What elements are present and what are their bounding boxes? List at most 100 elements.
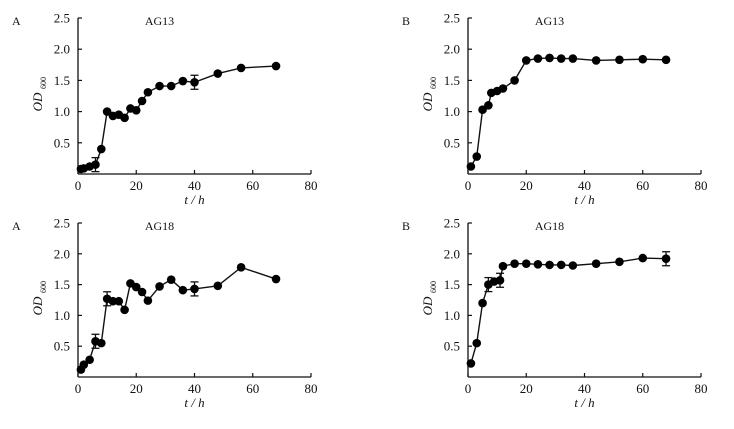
data-point bbox=[120, 113, 129, 123]
y-tick-label: 1.0 bbox=[54, 104, 70, 119]
y-tick-label: 1.5 bbox=[444, 277, 460, 292]
data-point bbox=[143, 87, 153, 97]
x-tick-label: 40 bbox=[578, 178, 591, 193]
x-tick-label: 20 bbox=[130, 381, 143, 396]
chart-title: AG13 bbox=[145, 14, 174, 28]
x-tick-label: 60 bbox=[636, 381, 649, 396]
x-tick-label: 80 bbox=[695, 178, 708, 193]
panel-label: A bbox=[12, 219, 21, 233]
data-point bbox=[521, 56, 531, 65]
data-point bbox=[236, 63, 246, 73]
data-point bbox=[120, 305, 129, 315]
series-line bbox=[80, 266, 277, 370]
x-tick-label: 0 bbox=[465, 381, 472, 396]
data-point bbox=[137, 96, 147, 106]
data-point bbox=[97, 144, 106, 154]
y-tick-label: 2.0 bbox=[444, 42, 460, 57]
data-point bbox=[510, 259, 519, 268]
y-tick-label: 2.5 bbox=[54, 11, 70, 26]
x-tick-label: 0 bbox=[75, 381, 82, 396]
data-point bbox=[615, 257, 624, 267]
data-point bbox=[91, 160, 100, 169]
data-point bbox=[213, 69, 223, 78]
data-point bbox=[190, 77, 199, 87]
x-tick-label: 40 bbox=[188, 178, 201, 193]
data-point bbox=[521, 259, 531, 268]
y-axis-label: OD 600 bbox=[420, 281, 438, 315]
data-point bbox=[478, 298, 487, 308]
y-tick-label: 1.0 bbox=[54, 308, 70, 323]
y-tick-label: 2.0 bbox=[54, 42, 70, 57]
data-point bbox=[556, 260, 566, 270]
y-axis-label-main: OD bbox=[420, 296, 435, 315]
data-point bbox=[615, 55, 624, 65]
y-tick-label: 0.5 bbox=[444, 339, 460, 354]
data-point bbox=[484, 101, 493, 110]
data-point bbox=[591, 56, 601, 65]
panel-1: 0.5 1.0 1.5 2.0 2.5 0 20 40 60 80 A AG13 t / h OD 600 bbox=[12, 11, 318, 208]
y-axis-label-main: OD bbox=[30, 92, 45, 111]
x-tick-label: 20 bbox=[520, 178, 533, 193]
data-point bbox=[178, 76, 188, 86]
data-point bbox=[155, 282, 164, 291]
data-point bbox=[472, 338, 482, 348]
y-tick-label: 1.0 bbox=[444, 308, 460, 323]
y-tick-label: 2.5 bbox=[54, 216, 70, 231]
x-tick-label: 40 bbox=[188, 381, 201, 396]
data-point bbox=[510, 76, 519, 85]
data-point bbox=[166, 81, 176, 91]
y-tick-label: 0.5 bbox=[444, 135, 460, 150]
y-axis-label: OD 600 bbox=[30, 77, 48, 111]
data-point bbox=[472, 152, 482, 161]
data-point bbox=[498, 261, 508, 271]
y-tick-label: 0.5 bbox=[54, 135, 70, 150]
data-point bbox=[97, 338, 106, 348]
data-point bbox=[495, 275, 505, 285]
y-tick-label: 2.0 bbox=[444, 246, 460, 261]
chart-title: AG18 bbox=[145, 219, 174, 233]
data-point bbox=[143, 296, 153, 305]
chart-title: AG18 bbox=[535, 219, 564, 233]
y-axis-label-subscript: 600 bbox=[39, 77, 48, 89]
data-point bbox=[556, 54, 566, 63]
y-tick-label: 1.5 bbox=[54, 73, 70, 88]
y-axis-label-subscript: 600 bbox=[39, 281, 48, 293]
data-point bbox=[545, 260, 554, 270]
panel-2: 0.5 1.0 1.5 2.0 2.5 0 20 40 60 80 B AG13 t / h OD 600 bbox=[402, 11, 708, 208]
panel-label: B bbox=[402, 219, 410, 233]
y-axis-label-subscript: 600 bbox=[429, 281, 438, 293]
data-point bbox=[638, 54, 648, 64]
x-tick-label: 40 bbox=[578, 381, 591, 396]
data-point bbox=[545, 53, 554, 63]
y-tick-label: 1.5 bbox=[54, 277, 70, 292]
data-point bbox=[137, 287, 147, 297]
data-point bbox=[661, 254, 671, 264]
data-point bbox=[466, 162, 476, 171]
x-axis-label: t / h bbox=[184, 192, 204, 207]
data-point bbox=[533, 259, 543, 269]
x-tick-label: 60 bbox=[636, 178, 649, 193]
panel-3: 0.5 1.0 1.5 2.0 2.5 0 20 40 60 80 A AG18 t / h OD 600 bbox=[12, 216, 318, 411]
data-point bbox=[178, 285, 188, 295]
data-point bbox=[236, 263, 246, 272]
data-point bbox=[85, 355, 94, 365]
y-tick-label: 2.0 bbox=[54, 246, 70, 261]
x-tick-label: 80 bbox=[305, 178, 318, 193]
y-tick-label: 1.5 bbox=[444, 73, 460, 88]
data-point bbox=[79, 360, 89, 369]
y-tick-label: 1.0 bbox=[444, 104, 460, 119]
y-tick-label: 2.5 bbox=[444, 11, 460, 26]
data-point bbox=[591, 259, 601, 268]
data-point bbox=[155, 81, 164, 91]
y-axis-label: OD 600 bbox=[420, 77, 438, 111]
y-axis-label: OD 600 bbox=[30, 281, 48, 315]
data-point bbox=[114, 296, 124, 306]
data-point bbox=[271, 274, 281, 284]
x-axis-label: t / h bbox=[574, 395, 594, 410]
x-tick-label: 20 bbox=[520, 381, 533, 396]
panel-label: A bbox=[12, 14, 21, 28]
data-point bbox=[568, 54, 578, 63]
y-tick-label: 2.5 bbox=[444, 216, 460, 231]
data-point bbox=[166, 275, 176, 284]
